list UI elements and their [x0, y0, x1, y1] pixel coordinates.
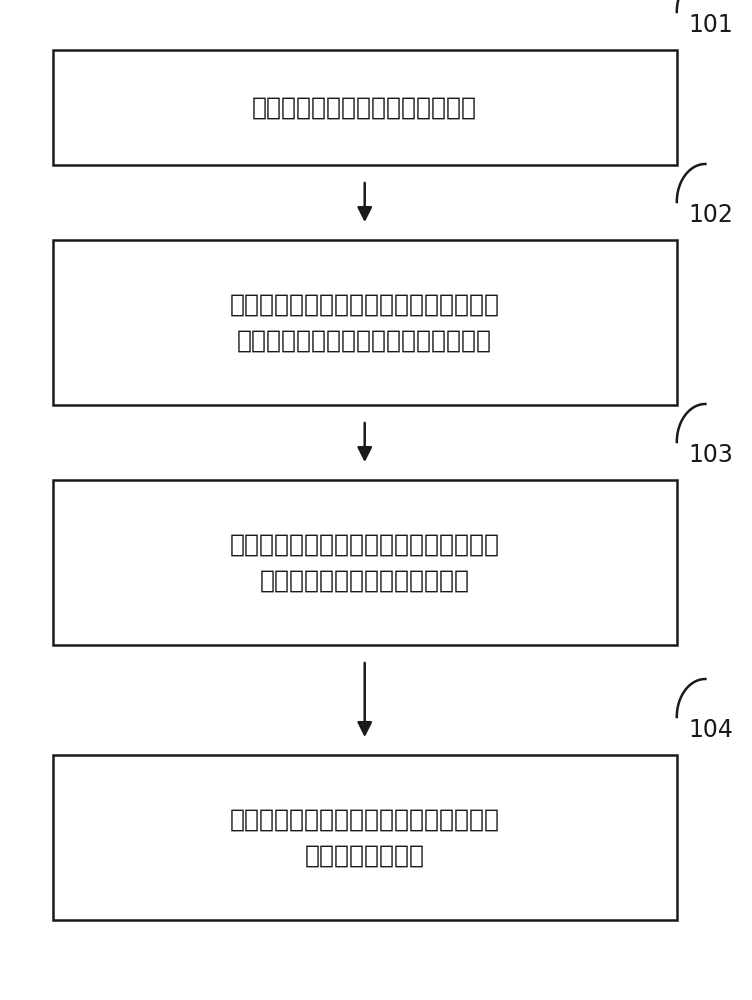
FancyArrowPatch shape — [359, 423, 371, 459]
Text: 根据碳酸盐岩多孔介质二値化图像，分析
碳酸盐岩岩心孔喉结构，确定孔径大小: 根据碳酸盐岩多孔介质二値化图像，分析 碳酸盐岩岩心孔喉结构，确定孔径大小 — [229, 293, 500, 352]
Bar — [53, 480, 677, 645]
FancyArrowPatch shape — [359, 183, 371, 219]
Text: 103: 103 — [688, 443, 733, 467]
Text: 根据碳酸盐岩岩心孔喉结构和孔径大小，
计算碳酸盐岩孔隙密度分布函数: 根据碳酸盐岩岩心孔喉结构和孔径大小， 计算碳酸盐岩孔隙密度分布函数 — [229, 533, 500, 592]
Bar — [53, 755, 677, 920]
Text: 101: 101 — [688, 13, 733, 37]
Text: 104: 104 — [688, 718, 733, 742]
Text: 读取碳酸盐岩多孔介质二値化图像: 读取碳酸盐岩多孔介质二値化图像 — [252, 96, 478, 119]
Text: 102: 102 — [688, 203, 733, 227]
Bar — [53, 240, 677, 405]
Bar — [53, 50, 677, 165]
FancyArrowPatch shape — [359, 663, 371, 734]
Text: 根据碳酸盐岩孔隙密度分布函数，确定碳
酸盐岩毛细管压力: 根据碳酸盐岩孔隙密度分布函数，确定碳 酸盐岩毛细管压力 — [229, 808, 500, 867]
